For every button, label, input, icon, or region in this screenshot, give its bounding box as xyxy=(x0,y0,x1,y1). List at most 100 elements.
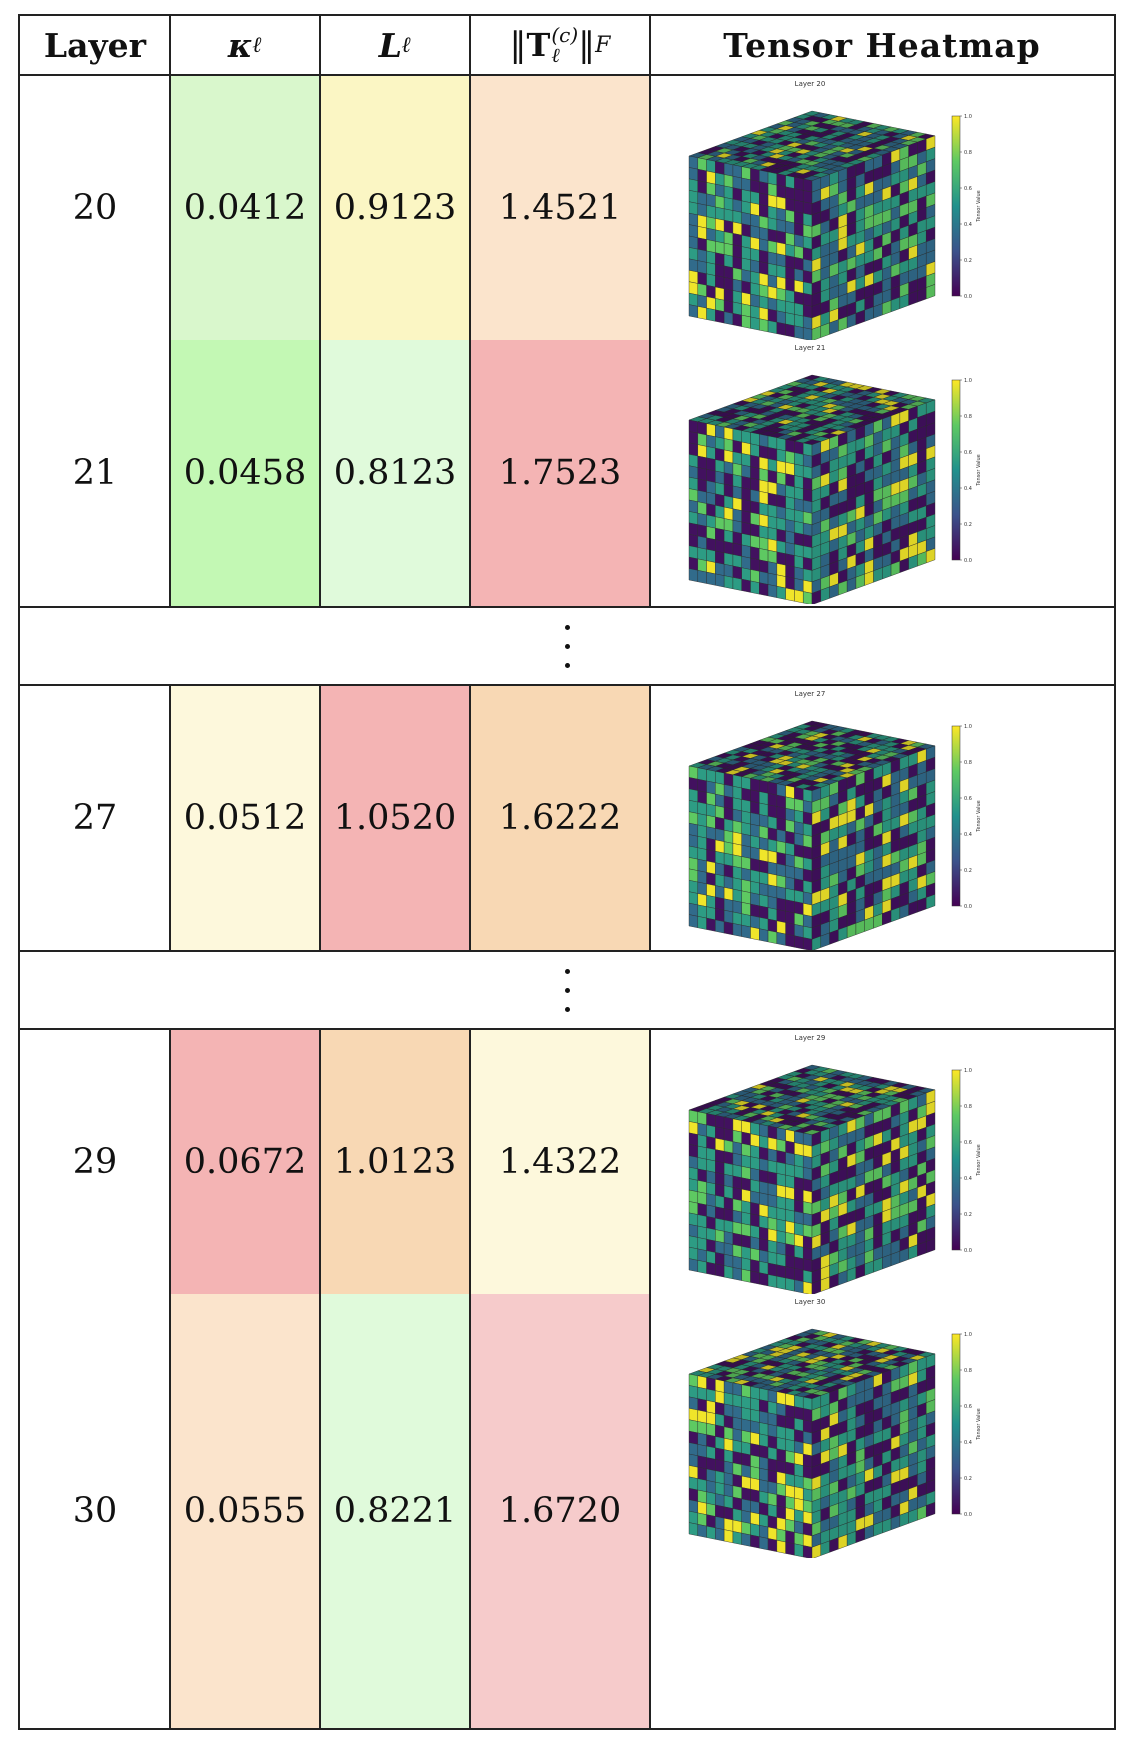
cell-kappa-value: 0.0458 xyxy=(183,453,307,493)
colorbar xyxy=(951,1069,961,1251)
voxel-face xyxy=(741,1475,751,1490)
voxel-face xyxy=(732,290,742,304)
voxel-face xyxy=(767,1159,778,1174)
voxel-face xyxy=(706,480,716,495)
voxel-face xyxy=(794,1543,804,1558)
colorbar-tick-label: 1.0 xyxy=(964,1332,972,1338)
voxel-face xyxy=(750,248,760,262)
voxel-face xyxy=(732,267,742,282)
voxel-face xyxy=(706,537,716,552)
voxel-face xyxy=(750,869,760,884)
voxel-face xyxy=(688,488,698,503)
voxel-face xyxy=(759,559,769,574)
voxel-face xyxy=(759,779,769,794)
voxel-face xyxy=(750,823,760,838)
voxel-face xyxy=(767,861,778,876)
voxel-face xyxy=(741,799,751,813)
voxel-face xyxy=(767,263,778,277)
voxel-face xyxy=(697,226,707,240)
cell-tensor-norm-value: 1.4322 xyxy=(498,1142,622,1182)
voxel-face xyxy=(794,1417,804,1432)
voxel-face xyxy=(803,1247,813,1261)
voxel-face xyxy=(688,788,698,803)
cell-tensor-norm-value: 1.4521 xyxy=(498,188,622,228)
voxel-face xyxy=(723,772,734,787)
colorbar-tick-label: 0.0 xyxy=(964,1512,972,1518)
header-layer-label: Layer xyxy=(43,25,147,65)
voxel-face xyxy=(723,518,734,532)
divider xyxy=(319,16,321,74)
voxel-face xyxy=(785,1461,795,1476)
voxel-face xyxy=(697,1248,707,1263)
voxel-face xyxy=(776,1253,786,1267)
voxel-face xyxy=(688,476,698,491)
voxel-face xyxy=(723,1415,734,1429)
voxel-face xyxy=(794,1474,804,1489)
divider xyxy=(20,606,1114,608)
voxel-face xyxy=(759,848,769,863)
voxel-face xyxy=(741,234,751,249)
voxel-face xyxy=(697,168,707,183)
voxel-face xyxy=(723,887,734,901)
voxel-face xyxy=(750,1420,760,1435)
voxel-face xyxy=(706,1250,716,1265)
voxel-face xyxy=(776,920,786,935)
voxel-face xyxy=(803,293,813,307)
voxel-face xyxy=(785,1541,795,1556)
voxel-face xyxy=(776,1150,786,1164)
voxel-face xyxy=(785,1174,795,1189)
voxel-face xyxy=(785,899,795,914)
voxel-face xyxy=(732,820,742,834)
voxel-face xyxy=(794,798,804,813)
voxel-face xyxy=(803,1522,813,1537)
voxel-face xyxy=(767,1274,778,1288)
voxel-face xyxy=(741,1532,751,1547)
voxel-face xyxy=(697,237,707,252)
voxel-face xyxy=(723,1128,734,1142)
voxel-face xyxy=(723,541,734,555)
voxel-face xyxy=(706,1388,716,1403)
voxel-face xyxy=(741,913,751,928)
voxel-face xyxy=(750,880,760,895)
cell-lipschitz-value: 0.8221 xyxy=(333,1491,457,1531)
voxel-face xyxy=(688,201,698,216)
voxel-face xyxy=(732,1462,742,1477)
voxel-face xyxy=(688,545,698,560)
cell-layer-value: 29 xyxy=(72,1142,118,1182)
voxel-face xyxy=(750,1431,760,1446)
colorbar-tick-label: 1.0 xyxy=(964,378,972,384)
voxel-face xyxy=(732,221,742,236)
voxel-face xyxy=(741,303,751,318)
voxel-face xyxy=(723,1139,734,1154)
ellipsis-row xyxy=(20,608,1114,684)
voxel-face xyxy=(688,857,698,871)
voxel-face xyxy=(741,924,751,939)
voxel-face xyxy=(759,1203,769,1218)
voxel-face xyxy=(732,1210,742,1224)
tensor-heatmap-plot: Layer 29 0.0 0.2 0.4 0.6 0.8 1.0 Tensor Value xyxy=(688,1034,982,1294)
voxel-face xyxy=(723,472,734,487)
voxel-face xyxy=(697,1375,707,1390)
voxel-face xyxy=(697,1111,707,1126)
plot-title: Layer 27 xyxy=(795,690,826,698)
voxel-face xyxy=(706,917,716,932)
voxel-face xyxy=(723,426,734,441)
divider xyxy=(649,686,651,952)
voxel-face xyxy=(759,917,769,931)
voxel-face xyxy=(688,1246,698,1261)
voxel-face xyxy=(803,1269,813,1284)
voxel-face xyxy=(803,1465,813,1479)
voxel-face xyxy=(794,1532,804,1546)
voxel-face xyxy=(706,273,716,288)
colorbar-tick-label: 0.0 xyxy=(964,904,972,910)
voxel-face xyxy=(688,1373,698,1388)
voxel-face xyxy=(715,218,725,232)
voxel-face xyxy=(732,520,742,534)
voxel-face xyxy=(688,834,698,849)
voxel-face xyxy=(759,181,769,196)
cell-lipschitz-value: 1.0520 xyxy=(333,798,457,838)
voxel-face xyxy=(750,858,760,872)
voxel-face xyxy=(715,1126,725,1141)
voxel-face xyxy=(706,1113,716,1127)
voxel-face xyxy=(759,502,769,517)
